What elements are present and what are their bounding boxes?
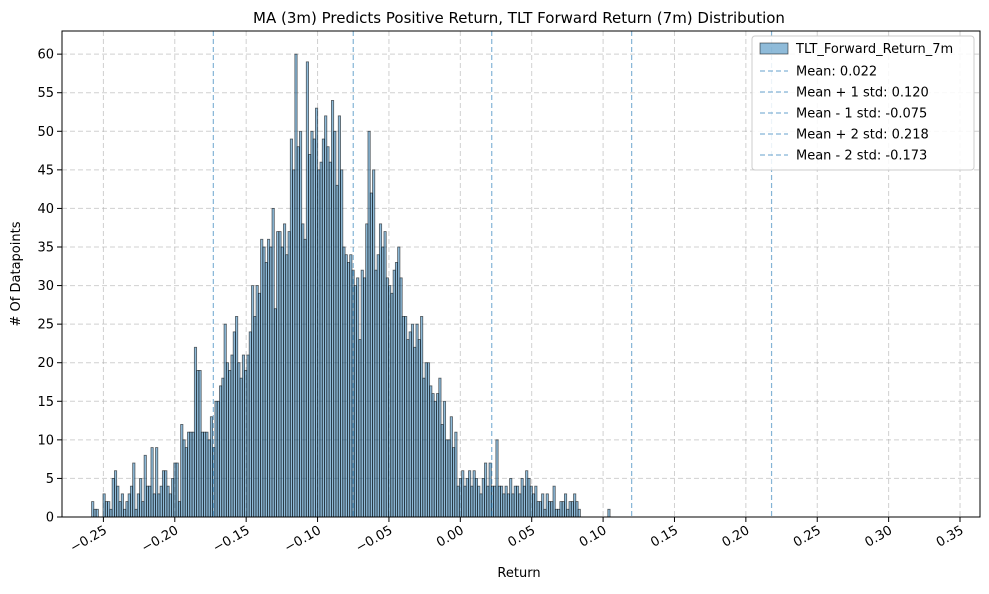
chart-title: MA (3m) Predicts Positive Return, TLT Fo… [253,9,785,27]
y-tick-label: 55 [37,86,54,101]
x-tick-label: −0.15 [211,523,253,556]
x-tick-label: 0.25 [791,523,824,550]
x-axis-ticks: −0.25 −0.20 −0.15 −0.10 −0.05 0.00 0.05 0.10 0.1… [68,517,967,556]
histogram-bar [95,508,99,518]
y-tick-label: 45 [37,163,54,178]
plot-frame [61,30,981,518]
y-tick-label: 20 [37,356,54,371]
x-tick-label: 0.20 [720,523,753,550]
x-tick-label: −0.25 [68,523,110,556]
y-tick-label: 0 [46,511,54,526]
legend-label-reference: Mean - 1 std: -0.075 [796,107,927,122]
y-axis-ticks: 0 5 10 15 20 25 30 35 40 45 50 55 60 [37,48,62,526]
y-tick-label: 60 [37,48,54,63]
x-tick-label: 0.00 [434,523,467,550]
legend-swatch-bars [759,42,789,55]
histogram-bar [577,508,581,518]
legend-label-series: TLT_Forward_Return_7m [795,42,953,57]
x-tick-label: −0.20 [139,523,181,556]
x-axis-label: Return [497,566,540,581]
y-tick-label: 15 [37,395,54,410]
y-tick-label: 50 [37,125,54,140]
legend-label-reference: Mean: 0.022 [796,65,877,80]
legend-label-reference: Mean - 2 std: -0.173 [796,149,927,164]
x-tick-label: 0.15 [648,523,681,550]
y-tick-label: 5 [46,472,54,487]
y-tick-label: 40 [37,202,54,217]
x-tick-label: 0.10 [577,523,610,550]
y-tick-label: 30 [37,279,54,294]
x-tick-label: 0.30 [862,523,895,550]
legend-label-reference: Mean + 1 std: 0.120 [796,86,929,101]
y-axis-label: # Of Datapoints [9,221,24,326]
x-tick-label: −0.05 [353,523,395,556]
histogram-bar [607,508,611,518]
legend: TLT_Forward_Return_7m Mean: 0.022 Mean + 1… [751,35,975,171]
y-tick-label: 25 [37,318,54,333]
x-tick-label: 0.35 [934,523,967,550]
y-tick-label: 10 [37,433,54,448]
legend-label-reference: Mean + 2 std: 0.218 [796,128,929,143]
y-tick-label: 35 [37,241,54,256]
x-tick-label: 0.05 [506,523,539,550]
legend-box [751,35,975,171]
x-tick-label: −0.10 [282,523,324,556]
